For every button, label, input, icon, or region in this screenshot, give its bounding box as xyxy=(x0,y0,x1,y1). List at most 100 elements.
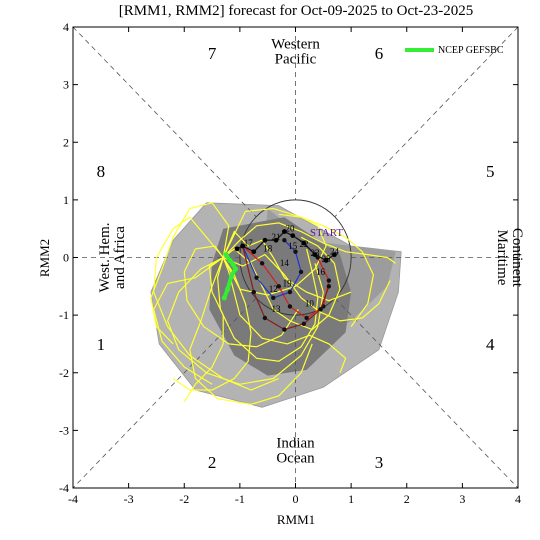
series-point-1-4 xyxy=(232,266,239,272)
forecast-point-3-7 xyxy=(326,284,332,289)
ensemble-member-4 xyxy=(222,222,396,264)
ensemble-member-2 xyxy=(216,248,319,362)
region-right-line-1: Maritime xyxy=(494,230,510,286)
y-tick-label-3: -1 xyxy=(59,308,69,322)
x-tick-label-1: -3 xyxy=(124,492,134,506)
phase-divider-ne xyxy=(334,26,519,217)
y-tick-label-8: 4 xyxy=(63,20,69,34)
series-point-1-6 xyxy=(225,286,231,292)
day-label-19: 19 xyxy=(283,278,293,288)
series-point-1-3 xyxy=(230,261,236,268)
ensemble-member-7 xyxy=(222,207,375,327)
ensemble-member-10 xyxy=(222,253,391,322)
y-axis-label: RMM2 xyxy=(37,239,52,277)
day-label-25: 25 xyxy=(322,254,332,264)
region-left-line-1: West. Hem. xyxy=(97,222,113,292)
phase-guides xyxy=(72,26,519,489)
ensemble-member-13 xyxy=(183,256,224,402)
forecast-point-2-6 xyxy=(293,249,298,254)
ensemble-member-8 xyxy=(189,257,313,406)
observed-point-4 xyxy=(262,237,268,243)
day-label-20: 20 xyxy=(285,224,295,234)
ensemble-member-16 xyxy=(222,257,347,374)
observed-point-6 xyxy=(281,229,287,234)
x-tick-label-2: -2 xyxy=(179,492,189,506)
forecast-point-3-5 xyxy=(301,321,307,326)
forecast-point-3-6 xyxy=(318,307,323,312)
region-bottom-line-1: Indian xyxy=(276,436,315,452)
region-top-line-2: Pacific xyxy=(275,51,317,67)
observed-point-3 xyxy=(251,249,257,255)
observed-point-11 xyxy=(332,252,337,258)
x-tick-label-8: 4 xyxy=(515,492,521,506)
start-label: START xyxy=(310,227,344,239)
phase-label-8: 8 xyxy=(97,162,106,181)
day-label-23: 23 xyxy=(310,248,320,258)
phase-label-4: 4 xyxy=(486,335,495,354)
observed-point-8 xyxy=(301,240,307,246)
legend-label-ncep: NCEP GEFSBC xyxy=(438,45,504,56)
day-label-16: 16 xyxy=(316,267,326,277)
chart-title: [RMM1, RMM2] forecast for Oct-09-2025 to… xyxy=(119,3,474,19)
y-tick-label-5: 1 xyxy=(63,193,69,207)
series-point-1-5 xyxy=(228,273,235,279)
x-tick-label-3: -1 xyxy=(235,492,245,506)
phase-divider-nw xyxy=(72,26,257,217)
day-label-22: 22 xyxy=(299,239,308,249)
region-bottom-line-2: Ocean xyxy=(276,451,315,467)
day-label-12: 12 xyxy=(269,284,278,294)
y-tick-label-6: 2 xyxy=(63,135,69,149)
observed-point-9 xyxy=(312,252,318,258)
x-tick-label-4: 0 xyxy=(293,492,299,506)
day-label-18: 18 xyxy=(263,244,273,254)
observed-point-2 xyxy=(240,243,246,249)
observed-point-1 xyxy=(234,246,240,252)
ensemble-member-15 xyxy=(153,257,224,385)
day-label-15: 15 xyxy=(288,241,298,251)
ensemble-member-11 xyxy=(183,245,299,348)
forecast-point-3-4 xyxy=(282,327,287,332)
phase-label-2: 2 xyxy=(208,453,217,472)
x-tick-label-5: 1 xyxy=(348,492,354,506)
forecast-point-3-3 xyxy=(262,315,268,321)
series-point-1-2 xyxy=(227,257,233,263)
forecast-point-2-7 xyxy=(282,238,287,243)
phase-label-5: 5 xyxy=(486,162,495,181)
forecast-point-1-3 xyxy=(276,284,282,289)
day-label-17: 17 xyxy=(244,238,254,248)
x-tick-label-6: 2 xyxy=(404,492,410,506)
x-axis-label: RMM1 xyxy=(277,512,315,527)
x-axis-ticks: -4 -3 -2 -1 0 1 2 3 4 xyxy=(68,27,521,506)
phase-label-1: 1 xyxy=(97,335,106,354)
x-tick-label-7: 3 xyxy=(459,492,465,506)
phase-label-7: 7 xyxy=(208,44,217,63)
day-label-13: 13 xyxy=(272,304,282,314)
day-label-24: 24 xyxy=(330,247,340,257)
forecast-point-1-5 xyxy=(304,315,309,321)
ensemble-members-layer xyxy=(150,202,396,406)
legend: NCEP GEFSBC xyxy=(405,45,504,56)
series-point-1-1 xyxy=(223,252,229,258)
forecast-point-1-4 xyxy=(287,304,293,309)
forecast-point-2-2 xyxy=(254,275,259,280)
observed-point-5 xyxy=(273,237,279,243)
phase-divider-se xyxy=(334,298,519,489)
phase-label-3: 3 xyxy=(375,453,384,472)
series-point-1-7 xyxy=(221,295,227,301)
x-tick-label-0: -4 xyxy=(68,492,78,506)
region-left-line-2: and Africa xyxy=(112,226,128,289)
observed-point-10 xyxy=(323,257,329,263)
observed-point-7 xyxy=(290,233,296,239)
phase-divider-sw xyxy=(72,298,257,489)
phase-label-6: 6 xyxy=(375,44,384,63)
forecast-point-2-5 xyxy=(298,269,304,275)
y-tick-label-0: -4 xyxy=(59,481,69,495)
region-top-line-1: Western xyxy=(271,36,320,52)
forecast-point-2-4 xyxy=(287,289,293,295)
series-layer: START xyxy=(221,227,344,301)
forecast-point-1-2 xyxy=(259,261,265,266)
